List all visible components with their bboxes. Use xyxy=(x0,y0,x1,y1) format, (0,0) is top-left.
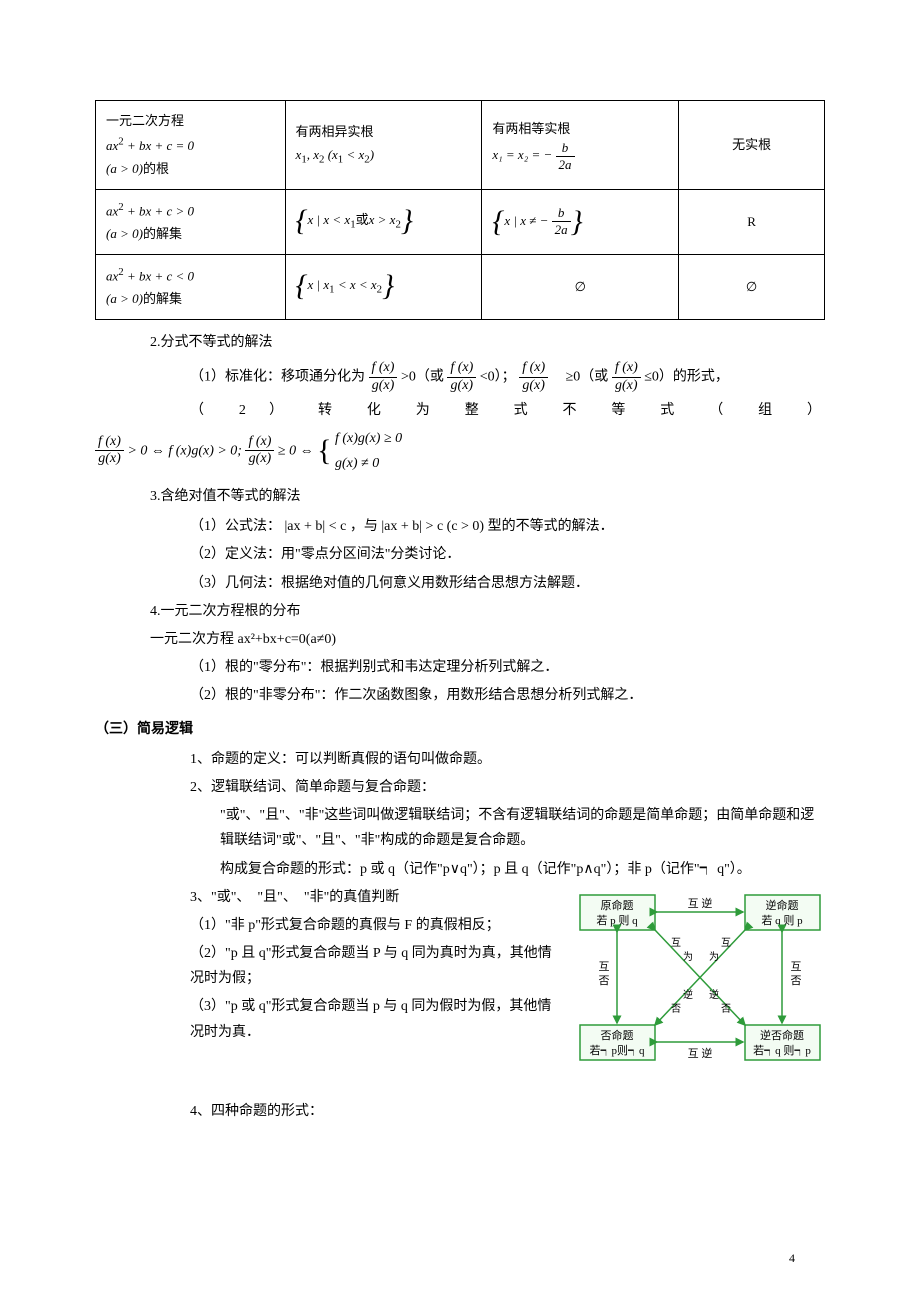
cell-math: x₁ = x₂ = − b2a xyxy=(492,140,668,172)
edge-label: 为 xyxy=(709,951,719,963)
cell-text: 的解集 xyxy=(143,291,182,306)
body-text: （1）公式法： |ax + b| < c ，与 |ax + b| > c (c … xyxy=(190,514,825,539)
frac-den: g(x) xyxy=(612,378,641,395)
cell-text: ∅ xyxy=(679,254,825,319)
cell-text: ∅ xyxy=(482,254,679,319)
body-text: （1）标准化：移项通分化为 f (x)g(x) >0（或 f (x)g(x) <… xyxy=(190,360,825,395)
cell-math: ax2 + bx + c > 0 xyxy=(106,198,275,223)
cell-math: ax2 + bx + c < 0 xyxy=(106,263,275,288)
edge-label: 互 逆 xyxy=(688,896,713,910)
frac-num: f (x) xyxy=(369,360,398,378)
cell-text: x₁ = x₂ = − xyxy=(492,147,552,162)
node-label: 否命题 xyxy=(601,1028,634,1042)
body-text: （ 2 ） 转 化 为 整 式 不 等 式 （ 组 ） xyxy=(190,398,825,423)
text-run: >0（或 xyxy=(401,369,444,384)
frac-num: f (x) xyxy=(447,360,476,378)
cell-text: 有两相等实根 xyxy=(492,117,668,140)
math-text: |ax + b| > c (c > 0) xyxy=(381,519,484,534)
table-row: ax2 + bx + c < 0 (a > 0)的解集 {x | x1 < x … xyxy=(96,254,825,319)
cell-math: ax2 + bx + c = 0 xyxy=(106,138,194,153)
node-label: 若 p 则 q xyxy=(596,914,638,927)
text-run: ，与 xyxy=(350,519,378,534)
text-run: ≥0（或 xyxy=(566,369,609,384)
node-label: 逆否命题 xyxy=(760,1028,804,1042)
frac-num: f (x) xyxy=(612,360,641,378)
page-number: 4 xyxy=(789,1248,795,1270)
frac-den: g(x) xyxy=(95,451,124,468)
frac-den: g(x) xyxy=(519,378,548,395)
table-row: ax2 + bx + c > 0 (a > 0)的解集 {x | x < x1或… xyxy=(96,189,825,254)
brace-line: g(x) ≠ 0 xyxy=(335,451,402,476)
frac-num: b xyxy=(552,205,571,222)
node-label: 若┑p则┑q xyxy=(590,1044,645,1057)
body-text: 1、命题的定义：可以判断真假的语句叫做命题。 xyxy=(190,747,825,772)
body-text: （2）"p 且 q"形式复合命题当 P 与 q 同为真时为真，其他情况时为假； xyxy=(190,941,565,991)
edge-label: 否 xyxy=(671,1003,681,1015)
body-text: （3）"p 或 q"形式复合命题当 p 与 q 同为假时为假，其他情况时为真． xyxy=(190,994,565,1044)
edge-label: 逆 xyxy=(683,988,693,1001)
cell-text: 有两相异实根 xyxy=(296,120,472,143)
node-label: 原命题 xyxy=(601,898,634,912)
body-text: （3）几何法：根据绝对值的几何意义用数形结合思想方法解题． xyxy=(190,571,825,596)
cell-text: R xyxy=(679,189,825,254)
cell-text: 一元二次方程 xyxy=(106,109,275,132)
text-run: （1）标准化：移项通分化为 xyxy=(190,369,365,384)
frac-num: f (x) xyxy=(95,434,124,452)
cell-text: 的根 xyxy=(143,161,169,176)
frac-num: b xyxy=(556,140,575,157)
section-title: 2.分式不等式的解法 xyxy=(150,330,825,355)
heading-3: （三）简易逻辑 xyxy=(95,717,825,742)
body-text: 2、逻辑联结词、简单命题与复合命题： xyxy=(190,775,825,800)
section-title: 4.一元二次方程根的分布 xyxy=(150,599,825,624)
proposition-diagram: 原命题 若 p 则 q 逆命题 若 q 则 p 否命题 若┑p则┑q 逆否命题 … xyxy=(575,890,825,1079)
edge-label: 互 逆 xyxy=(688,1046,713,1060)
frac-num: f (x) xyxy=(245,434,274,452)
frac-den: g(x) xyxy=(369,378,398,395)
frac-den: 2a xyxy=(556,157,575,173)
text-run: （1）公式法： xyxy=(190,519,281,534)
body-text: （2）根的"非零分布"：作二次函数图象，用数形结合思想分析列式解之． xyxy=(190,683,825,708)
section-title: 3.含绝对值不等式的解法 xyxy=(150,484,825,509)
svg-text:互: 互 xyxy=(791,961,802,973)
math-text: |ax + b| < c xyxy=(285,519,347,534)
cell-math: x | x ≠ − b2a xyxy=(504,213,570,228)
text-run: <0）； xyxy=(480,369,516,384)
node-label: 若┑q 则┑p xyxy=(753,1044,811,1057)
cell-text: 的解集 xyxy=(143,226,182,241)
text-run: ≤0）的形式， xyxy=(644,369,729,384)
table-row: 一元二次方程 ax2 + bx + c = 0 (a > 0)的根 有两相异实根… xyxy=(96,101,825,190)
equation-line: f (x)g(x) > 0 ⇔ f (x)g(x) > 0; f (x)g(x)… xyxy=(95,426,825,476)
body-text: 4、四种命题的形式： xyxy=(190,1099,825,1124)
body-text: （2）定义法：用"零点分区间法"分类讨论． xyxy=(190,542,825,567)
edge-label: 逆 xyxy=(709,988,719,1001)
node-label: 逆命题 xyxy=(766,898,799,912)
svg-text:互: 互 xyxy=(599,961,610,973)
frac-num: f (x) xyxy=(519,360,548,378)
frac-den: 2a xyxy=(552,222,571,238)
node-label: 若 q 则 p xyxy=(761,914,803,927)
body-text: "或"、"且"、"非"这些词叫做逻辑联结词；不含有逻辑联结词的命题是简单命题；由… xyxy=(220,803,825,853)
body-text: 构成复合命题的形式：p 或 q（记作"p∨q"）；p 且 q（记作"p∧q"）；… xyxy=(220,857,825,882)
edge-label: 互 xyxy=(671,937,681,949)
svg-text:否: 否 xyxy=(791,975,802,987)
frac-den: g(x) xyxy=(245,451,274,468)
math-text: > 0 ⇔ f (x)g(x) > 0; xyxy=(127,443,242,458)
edge-label: 互 xyxy=(721,937,731,949)
math-text: ≥ 0 ⇔ xyxy=(278,443,314,458)
edge-label: 否 xyxy=(721,1003,731,1015)
cell-math: x | x < x1或x > x2 xyxy=(308,212,401,227)
cell-text: 无实根 xyxy=(679,101,825,190)
body-text: 一元二次方程 ax²+bx+c=0(a≠0) xyxy=(150,627,825,652)
body-text: （1）"非 p"形式复合命题的真假与 F 的真假相反； xyxy=(190,913,565,938)
cell-math: x | x1 < x < x2 xyxy=(308,277,383,292)
inequality-table: 一元二次方程 ax2 + bx + c = 0 (a > 0)的根 有两相异实根… xyxy=(95,100,825,320)
text-run: 型的不等式的解法． xyxy=(488,519,614,534)
body-text: （1）根的"零分布"：根据判别式和韦达定理分析列式解之． xyxy=(190,655,825,680)
frac-den: g(x) xyxy=(447,378,476,395)
edge-label: 为 xyxy=(683,951,693,963)
cell-math: x1, x2 (x1 < x2) xyxy=(296,143,472,170)
brace-line: f (x)g(x) ≥ 0 xyxy=(335,426,402,451)
svg-text:否: 否 xyxy=(599,975,610,987)
